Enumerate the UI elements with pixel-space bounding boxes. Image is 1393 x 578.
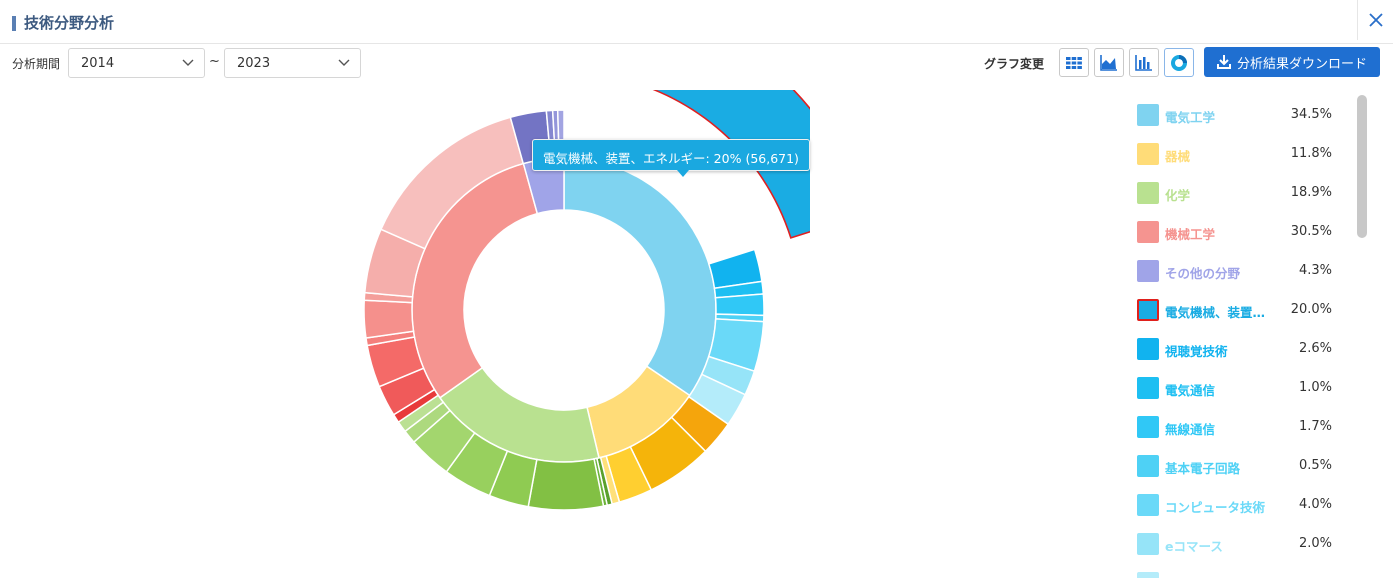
legend-value: 20.0% — [1290, 302, 1332, 317]
period-from-select[interactable]: 2014 — [68, 48, 205, 78]
legend-value: 0.5% — [1298, 458, 1332, 473]
legend-label: 無線通信 — [1165, 422, 1216, 437]
legend-swatch — [1137, 533, 1159, 555]
legend-value: 2.0% — [1298, 536, 1332, 551]
area-chart-button[interactable] — [1094, 48, 1124, 77]
graph-change-label: グラフ変更 — [984, 57, 1045, 71]
legend-value: 11.8% — [1290, 146, 1332, 161]
legend-swatch — [1137, 260, 1159, 282]
bar-chart-icon — [1135, 54, 1152, 71]
dialog-header: 技術分野分析 — [0, 0, 1393, 44]
legend-value: 4.0% — [1298, 497, 1332, 512]
legend-scrollbar[interactable] — [1357, 95, 1367, 578]
outer-ring-slice[interactable] — [363, 299, 415, 339]
tooltip-text: 電気機械、装置、エネルギー: 20% (56,671) — [543, 151, 799, 166]
legend-swatch — [1137, 299, 1159, 321]
legend-value: 1.7% — [1298, 419, 1332, 434]
title-accent-bar — [12, 16, 16, 31]
legend-swatch — [1137, 494, 1159, 516]
outer-ring-slice[interactable] — [714, 293, 765, 317]
close-button[interactable] — [1357, 0, 1393, 40]
legend-value: 2.6% — [1298, 341, 1332, 356]
legend-swatch — [1137, 143, 1159, 165]
legend-swatch — [1137, 455, 1159, 477]
period-label: 分析期間 — [12, 57, 61, 71]
legend-swatch — [1137, 416, 1159, 438]
legend-item[interactable]: コンピュータ技術 4.0% — [1130, 485, 1340, 524]
legend-label: 機械工学 — [1165, 227, 1216, 242]
legend-swatch — [1137, 104, 1159, 126]
inner-ring-slice[interactable] — [563, 157, 717, 397]
legend-item[interactable]: eコマース 2.0% — [1130, 524, 1340, 563]
legend-label: 化学 — [1165, 188, 1191, 203]
legend-swatch — [1137, 572, 1159, 578]
close-icon — [1368, 13, 1383, 27]
legend-label: 器械 — [1165, 149, 1191, 164]
legend-item[interactable] — [1130, 563, 1340, 578]
chart-tooltip: 電気機械、装置、エネルギー: 20% (56,671) — [532, 139, 810, 177]
legend-label: eコマース — [1165, 539, 1223, 554]
legend-value: 18.9% — [1290, 185, 1332, 200]
legend-item[interactable]: 電気通信 1.0% — [1130, 368, 1340, 407]
table-view-button[interactable] — [1059, 48, 1089, 77]
legend-value: 4.3% — [1298, 263, 1332, 278]
period-separator: ~ — [209, 54, 220, 69]
chevron-down-icon — [338, 59, 350, 66]
legend-item[interactable]: 化学 18.9% — [1130, 173, 1340, 212]
legend-swatch — [1137, 221, 1159, 243]
legend-label: コンピュータ技術 — [1165, 500, 1266, 515]
legend-value: 30.5% — [1290, 224, 1332, 239]
download-results-button[interactable]: 分析結果ダウンロード — [1204, 47, 1380, 77]
legend-swatch — [1137, 338, 1159, 360]
table-icon — [1066, 56, 1082, 69]
legend-item[interactable]: 基本電子回路 0.5% — [1130, 446, 1340, 485]
donut-chart-icon — [1171, 54, 1187, 71]
legend-label: 電気工学 — [1165, 110, 1216, 125]
donut-chart-button[interactable] — [1164, 48, 1194, 77]
period-from-value: 2014 — [81, 56, 115, 71]
outer-ring-slice[interactable] — [527, 458, 605, 511]
legend-swatch — [1137, 377, 1159, 399]
outer-ring-slice[interactable] — [564, 90, 810, 239]
legend: 電気工学 34.5% 器械 11.8% 化学 18.9% 機械工学 30.5% その他の分野 4.… — [1130, 95, 1340, 578]
legend-value: 34.5% — [1290, 107, 1332, 122]
bar-chart-button[interactable] — [1129, 48, 1159, 77]
legend-label: その他の分野 — [1165, 266, 1241, 281]
legend-item[interactable]: その他の分野 4.3% — [1130, 251, 1340, 290]
legend-label: 電気通信 — [1165, 383, 1216, 398]
legend-label: 電気機械、装置… — [1165, 305, 1266, 320]
period-to-value: 2023 — [237, 56, 271, 71]
chevron-down-icon — [182, 59, 194, 66]
page-title: 技術分野分析 — [24, 14, 115, 32]
scrollbar-thumb[interactable] — [1357, 95, 1367, 238]
legend-label: 視聴覚技術 — [1165, 344, 1228, 359]
legend-item[interactable]: 機械工学 30.5% — [1130, 212, 1340, 251]
period-to-select[interactable]: 2023 — [224, 48, 361, 78]
legend-value: 1.0% — [1298, 380, 1332, 395]
legend-swatch — [1137, 182, 1159, 204]
legend-item[interactable]: 電気機械、装置… 20.0% — [1130, 290, 1340, 329]
legend-label: 基本電子回路 — [1165, 461, 1241, 476]
download-icon — [1216, 55, 1231, 69]
legend-item[interactable]: 電気工学 34.5% — [1130, 95, 1340, 134]
legend-item[interactable]: 視聴覚技術 2.6% — [1130, 329, 1340, 368]
area-chart-icon — [1100, 54, 1117, 71]
download-label: 分析結果ダウンロード — [1236, 56, 1367, 72]
legend-item[interactable]: 器械 11.8% — [1130, 134, 1340, 173]
legend-item[interactable]: 無線通信 1.7% — [1130, 407, 1340, 446]
